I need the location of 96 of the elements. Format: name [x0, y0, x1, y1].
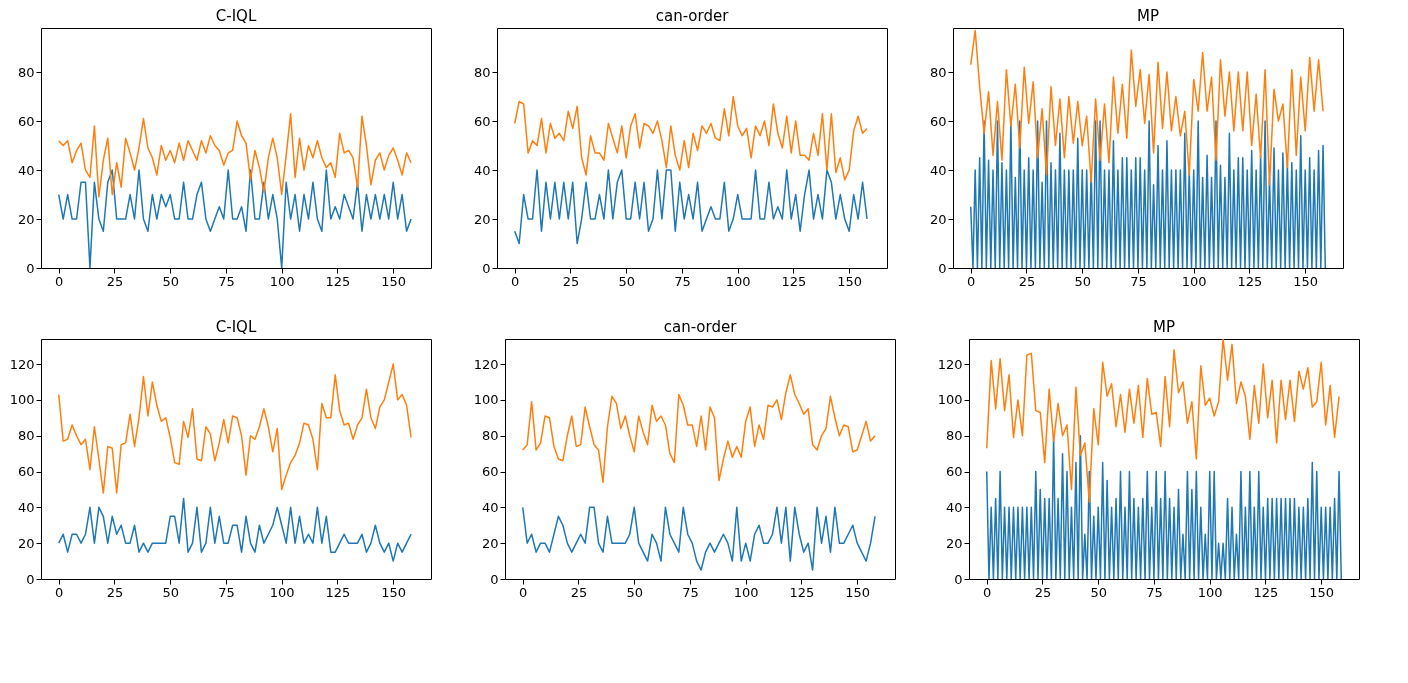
- x-tick-label: 150: [1309, 584, 1335, 600]
- y-tick-label: 100: [937, 392, 963, 408]
- line-series: [521, 374, 876, 484]
- x-tick-label: 50: [162, 584, 179, 600]
- y-tick-label: 80: [929, 64, 947, 80]
- y-tick-label: 60: [473, 113, 491, 129]
- line-series: [985, 339, 1340, 503]
- chart-title: MP: [1153, 318, 1175, 336]
- x-tick-label: 150: [381, 273, 407, 289]
- y-tick-label: 60: [17, 113, 35, 129]
- y-tick-label: 20: [481, 535, 499, 551]
- x-tick-label: 75: [682, 584, 699, 600]
- y-tick-label: 80: [473, 64, 491, 80]
- x-tick-label: 100: [1197, 584, 1223, 600]
- y-tick-label: 80: [17, 428, 35, 444]
- y-tick-label: 80: [17, 64, 35, 80]
- y-tick-label: 80: [481, 428, 499, 444]
- x-tick-label: 125: [1237, 273, 1263, 289]
- x-tick-label: 75: [1130, 273, 1147, 289]
- line-series: [57, 112, 412, 198]
- y-tick-label: 20: [945, 535, 963, 551]
- x-tick-label: 125: [781, 273, 807, 289]
- y-tick-label: 60: [945, 464, 963, 480]
- x-tick-label: 0: [55, 584, 64, 600]
- y-tick-label: 100: [473, 392, 499, 408]
- x-tick-label: 125: [1253, 584, 1279, 600]
- x-tick-label: 150: [1293, 273, 1319, 289]
- y-tick-label: 0: [954, 571, 963, 587]
- y-tick-label: 40: [929, 162, 947, 178]
- x-tick-label: 100: [269, 273, 295, 289]
- y-tick-label: 0: [490, 571, 499, 587]
- line-series: [969, 120, 1327, 268]
- y-tick-label: 20: [473, 211, 491, 227]
- x-tick-label: 100: [1181, 273, 1207, 289]
- x-tick-label: 0: [983, 584, 992, 600]
- x-tick-label: 150: [381, 584, 407, 600]
- x-tick-label: 50: [618, 273, 635, 289]
- y-tick-label: 120: [473, 356, 499, 372]
- y-tick-label: 0: [26, 260, 35, 276]
- x-tick-label: 100: [725, 273, 751, 289]
- y-tick-label: 0: [26, 571, 35, 587]
- x-tick-label: 25: [106, 584, 124, 600]
- x-tick-label: 0: [55, 273, 64, 289]
- chart-title: MP: [1137, 7, 1159, 25]
- chart-title: can-order: [663, 318, 738, 336]
- y-tick-label: 20: [929, 211, 947, 227]
- x-tick-label: 25: [1018, 273, 1036, 289]
- x-tick-label: 75: [218, 584, 235, 600]
- line-series: [513, 95, 868, 181]
- y-tick-label: 40: [473, 162, 491, 178]
- x-tick-label: 75: [218, 273, 235, 289]
- x-tick-label: 50: [1090, 584, 1107, 600]
- x-tick-label: 100: [733, 584, 759, 600]
- line-series: [57, 169, 412, 268]
- y-tick-label: 100: [9, 392, 35, 408]
- y-tick-label: 120: [9, 356, 35, 372]
- x-tick-label: 150: [837, 273, 863, 289]
- x-tick-label: 0: [967, 273, 976, 289]
- x-tick-label: 75: [674, 273, 691, 289]
- x-tick-label: 50: [162, 273, 179, 289]
- y-tick-label: 0: [482, 260, 491, 276]
- y-tick-label: 60: [481, 464, 499, 480]
- x-tick-label: 100: [269, 584, 295, 600]
- x-tick-label: 25: [1034, 584, 1052, 600]
- x-tick-label: 125: [789, 584, 815, 600]
- x-tick-label: 75: [1146, 584, 1163, 600]
- line-series: [57, 497, 412, 562]
- x-tick-label: 50: [1074, 273, 1091, 289]
- x-tick-label: 25: [562, 273, 580, 289]
- line-series: [57, 363, 412, 494]
- y-tick-label: 40: [17, 162, 35, 178]
- line-series: [521, 506, 876, 571]
- line-series: [985, 434, 1343, 579]
- x-tick-label: 150: [845, 584, 871, 600]
- y-tick-label: 0: [938, 260, 947, 276]
- y-tick-label: 60: [929, 113, 947, 129]
- y-tick-label: 40: [481, 499, 499, 515]
- y-tick-label: 120: [937, 356, 963, 372]
- line-series: [513, 169, 868, 245]
- x-tick-label: 25: [106, 273, 124, 289]
- y-tick-label: 80: [945, 428, 963, 444]
- line-series: [969, 29, 1324, 186]
- x-tick-label: 0: [511, 273, 520, 289]
- x-tick-label: 125: [325, 584, 351, 600]
- y-tick-label: 20: [17, 535, 35, 551]
- y-tick-label: 40: [17, 499, 35, 515]
- chart-title: C-IQL: [215, 7, 257, 25]
- chart-title: can-order: [655, 7, 730, 25]
- x-tick-label: 125: [325, 273, 351, 289]
- x-tick-label: 50: [626, 584, 643, 600]
- x-tick-label: 0: [519, 584, 528, 600]
- y-tick-label: 60: [17, 464, 35, 480]
- x-tick-label: 25: [570, 584, 588, 600]
- y-tick-label: 40: [945, 499, 963, 515]
- y-tick-label: 20: [17, 211, 35, 227]
- chart-title: C-IQL: [215, 318, 257, 336]
